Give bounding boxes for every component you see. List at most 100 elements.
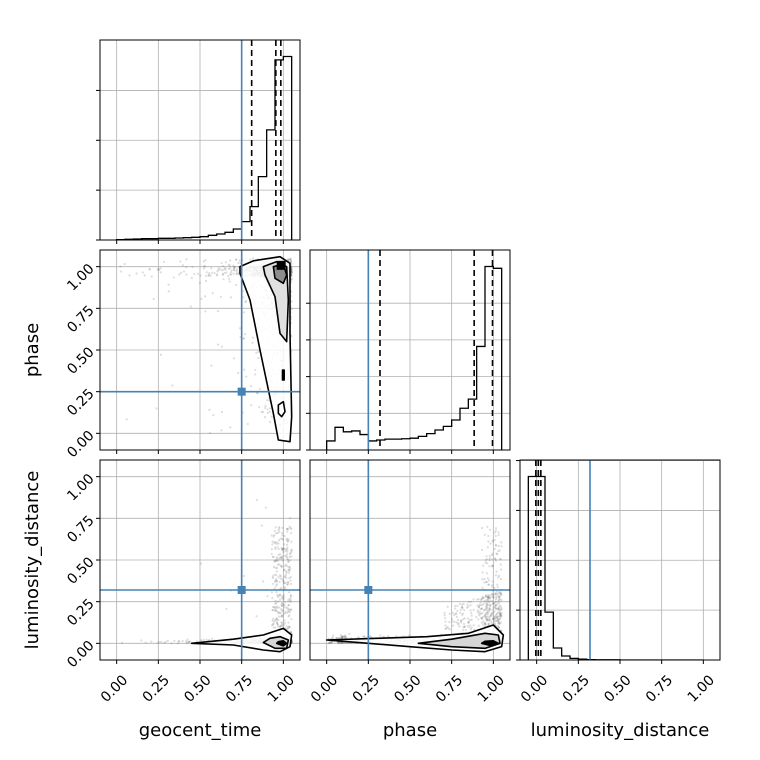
scatter-point	[272, 565, 275, 568]
scatter-point	[493, 619, 496, 622]
scatter-point	[487, 579, 491, 582]
scatter-point	[160, 640, 163, 643]
scatter-point	[237, 261, 240, 264]
scatter-point	[274, 578, 278, 581]
scatter-point	[203, 265, 206, 268]
scatter-point	[451, 624, 455, 627]
scatter-point	[498, 611, 501, 614]
scatter-point	[284, 575, 287, 578]
scatter-point	[270, 624, 274, 627]
scatter-point	[204, 279, 208, 283]
truth-marker	[237, 586, 246, 594]
scatter-point	[278, 527, 281, 530]
scatter-point	[478, 614, 481, 617]
scatter-point	[242, 296, 245, 299]
scatter-point	[498, 596, 501, 599]
scatter-point	[275, 573, 278, 577]
scatter-point	[271, 576, 274, 580]
scatter-point	[481, 548, 484, 552]
scatter-point	[328, 642, 332, 645]
scatter-point	[275, 566, 279, 570]
scatter-point	[266, 411, 269, 415]
scatter-point	[244, 301, 247, 304]
scatter-point	[488, 618, 491, 621]
scatter-point	[251, 341, 254, 344]
scatter-point	[263, 406, 267, 409]
scatter-point	[274, 546, 277, 549]
scatter-point	[287, 608, 291, 611]
scatter-point	[181, 264, 184, 267]
scatter-point	[200, 638, 203, 642]
scatter-point	[444, 617, 447, 620]
scatter-point	[290, 548, 293, 551]
scatter-point	[284, 610, 287, 613]
scatter-point	[232, 268, 236, 271]
scatter-point	[476, 604, 479, 607]
scatter-point	[268, 410, 271, 413]
scatter-point	[277, 563, 280, 566]
scatter-point	[287, 604, 290, 607]
scatter-point	[280, 621, 283, 624]
scatter-point	[286, 583, 289, 586]
scatter-point	[487, 583, 490, 586]
scatter-point	[484, 623, 487, 626]
scatter-point	[185, 640, 188, 643]
contour-inner	[275, 640, 288, 647]
scatter-point	[408, 634, 411, 637]
scatter-point	[488, 554, 491, 557]
scatter-point	[330, 641, 333, 644]
scatter-point	[447, 627, 450, 630]
scatter-point	[275, 532, 278, 535]
x-axis-label-phase: phase	[383, 720, 437, 741]
scatter-point	[486, 600, 489, 603]
scatter-point	[185, 641, 188, 645]
scatter-point	[286, 556, 289, 559]
scatter-point	[497, 620, 500, 623]
scatter-point	[259, 387, 262, 391]
scatter-point	[379, 634, 382, 637]
scatter-point	[445, 627, 448, 630]
scatter-point	[487, 540, 490, 543]
scatter-point	[280, 557, 283, 560]
scatter-point	[277, 606, 281, 609]
scatter-point	[491, 580, 494, 583]
scatter-point	[216, 309, 220, 313]
scatter-point	[490, 592, 494, 595]
scatter-point	[190, 276, 193, 280]
scatter-point	[286, 546, 289, 549]
scatter-point	[458, 625, 461, 628]
scatter-point	[181, 639, 184, 643]
scatter-point	[276, 545, 279, 549]
scatter-point	[283, 585, 286, 589]
scatter-point	[357, 635, 360, 639]
scatter-point	[341, 635, 344, 638]
scatter-point	[494, 592, 497, 595]
scatter-point	[288, 517, 291, 520]
scatter-point	[271, 543, 274, 546]
scatter-point	[488, 615, 491, 618]
scatter-point	[470, 614, 473, 617]
scatter-point	[494, 620, 497, 623]
scatter-point	[167, 290, 170, 293]
scatter-point	[245, 375, 248, 378]
x-tick-label-geocent_time: 0.25	[140, 672, 173, 705]
scatter-point	[289, 598, 292, 601]
grid-luminosity_distance-geocent_time	[100, 460, 300, 660]
scatter-point	[494, 595, 498, 598]
scatter-point	[484, 605, 488, 608]
scatter-point	[461, 603, 464, 606]
scatter-point	[491, 584, 494, 587]
scatter-point	[469, 609, 472, 612]
scatter-point	[280, 548, 284, 551]
scatter-point	[499, 597, 502, 601]
scatter-point	[456, 618, 460, 622]
scatter-point	[221, 269, 224, 272]
scatter-point	[482, 609, 485, 612]
scatter-point	[242, 337, 245, 340]
scatter-point	[481, 526, 484, 530]
scatter-point	[290, 527, 293, 530]
scatter-point	[289, 582, 293, 586]
scatter-point	[185, 258, 188, 261]
scatter-point	[500, 611, 503, 615]
y-tick-label-phase: 0.25	[64, 386, 97, 419]
